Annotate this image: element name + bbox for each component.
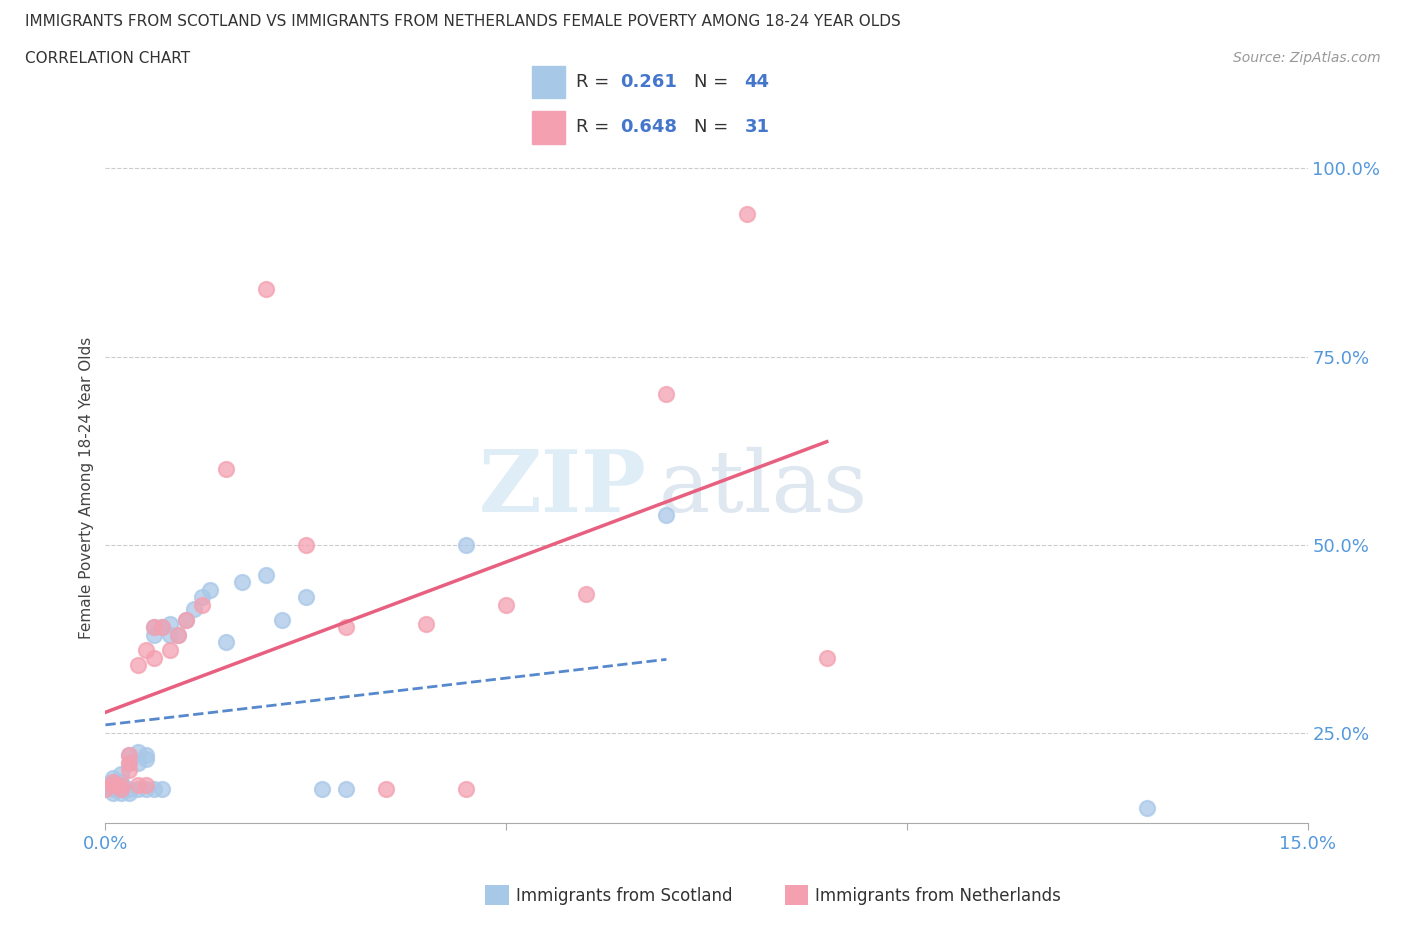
Text: N =: N = <box>695 73 734 91</box>
Point <box>214 462 236 477</box>
Point <box>127 755 149 770</box>
Point <box>454 782 477 797</box>
Point <box>735 206 758 221</box>
Y-axis label: Female Poverty Among 18-24 Year Olds: Female Poverty Among 18-24 Year Olds <box>79 338 94 640</box>
Text: 0.648: 0.648 <box>620 118 678 136</box>
Point <box>103 778 125 793</box>
Point <box>103 782 125 797</box>
Point <box>118 748 141 763</box>
Text: ZIP: ZIP <box>478 446 647 530</box>
Text: 0.261: 0.261 <box>620 73 678 91</box>
Bar <box>531 112 565 144</box>
Point <box>118 755 141 770</box>
Text: Source: ZipAtlas.com: Source: ZipAtlas.com <box>1233 51 1381 65</box>
Point <box>110 778 132 793</box>
Text: R =: R = <box>576 118 616 136</box>
Point <box>135 778 157 793</box>
Text: CORRELATION CHART: CORRELATION CHART <box>25 51 190 66</box>
Point <box>335 782 357 797</box>
Point <box>103 775 125 790</box>
Point <box>270 613 292 628</box>
Text: Immigrants from Scotland: Immigrants from Scotland <box>516 886 733 905</box>
Text: atlas: atlas <box>658 446 868 530</box>
Point <box>142 620 165 635</box>
Point <box>190 590 212 604</box>
Point <box>335 620 357 635</box>
Point <box>127 782 149 797</box>
Point <box>118 755 141 770</box>
Point <box>295 590 318 604</box>
Point <box>575 586 598 601</box>
Text: Immigrants from Netherlands: Immigrants from Netherlands <box>815 886 1062 905</box>
Point <box>159 617 181 631</box>
Point <box>166 628 188 643</box>
Point <box>127 658 149 672</box>
Text: R =: R = <box>576 73 616 91</box>
Point <box>150 620 173 635</box>
Point <box>495 597 517 612</box>
Point <box>142 628 165 643</box>
Point <box>127 778 149 793</box>
Point <box>103 775 125 790</box>
Point <box>142 620 165 635</box>
Point <box>815 650 838 665</box>
Point <box>174 613 197 628</box>
Point <box>110 778 132 793</box>
Text: IMMIGRANTS FROM SCOTLAND VS IMMIGRANTS FROM NETHERLANDS FEMALE POVERTY AMONG 18-: IMMIGRANTS FROM SCOTLAND VS IMMIGRANTS F… <box>25 14 901 29</box>
Point <box>103 770 125 785</box>
Point <box>295 538 318 552</box>
Text: N =: N = <box>695 118 734 136</box>
Point <box>110 775 132 790</box>
Point <box>135 748 157 763</box>
Point <box>166 628 188 643</box>
Point <box>94 782 117 797</box>
Point <box>110 782 132 797</box>
Point <box>135 751 157 766</box>
Point <box>374 782 398 797</box>
Point <box>655 507 678 522</box>
Bar <box>531 66 565 98</box>
Point <box>150 620 173 635</box>
Point <box>1136 801 1159 816</box>
Point <box>142 650 165 665</box>
Point <box>118 786 141 801</box>
Point <box>311 782 333 797</box>
Point <box>214 635 236 650</box>
Point <box>118 782 141 797</box>
Point <box>118 763 141 777</box>
Text: 31: 31 <box>745 118 769 136</box>
Point <box>198 582 221 597</box>
Point <box>183 601 205 616</box>
Point <box>94 778 117 793</box>
Point <box>655 387 678 402</box>
Point <box>150 782 173 797</box>
Point <box>142 782 165 797</box>
Point <box>159 628 181 643</box>
Text: 44: 44 <box>745 73 769 91</box>
Point <box>254 567 277 582</box>
Point <box>118 748 141 763</box>
Point <box>231 575 253 590</box>
Point <box>110 786 132 801</box>
Point <box>254 282 277 297</box>
Point <box>159 643 181 658</box>
Point <box>110 766 132 781</box>
Point <box>454 538 477 552</box>
Point <box>110 782 132 797</box>
Point <box>127 744 149 759</box>
Point <box>94 782 117 797</box>
Point <box>174 613 197 628</box>
Point <box>135 643 157 658</box>
Point <box>415 617 437 631</box>
Point <box>135 782 157 797</box>
Point <box>103 778 125 793</box>
Point <box>103 786 125 801</box>
Point <box>190 597 212 612</box>
